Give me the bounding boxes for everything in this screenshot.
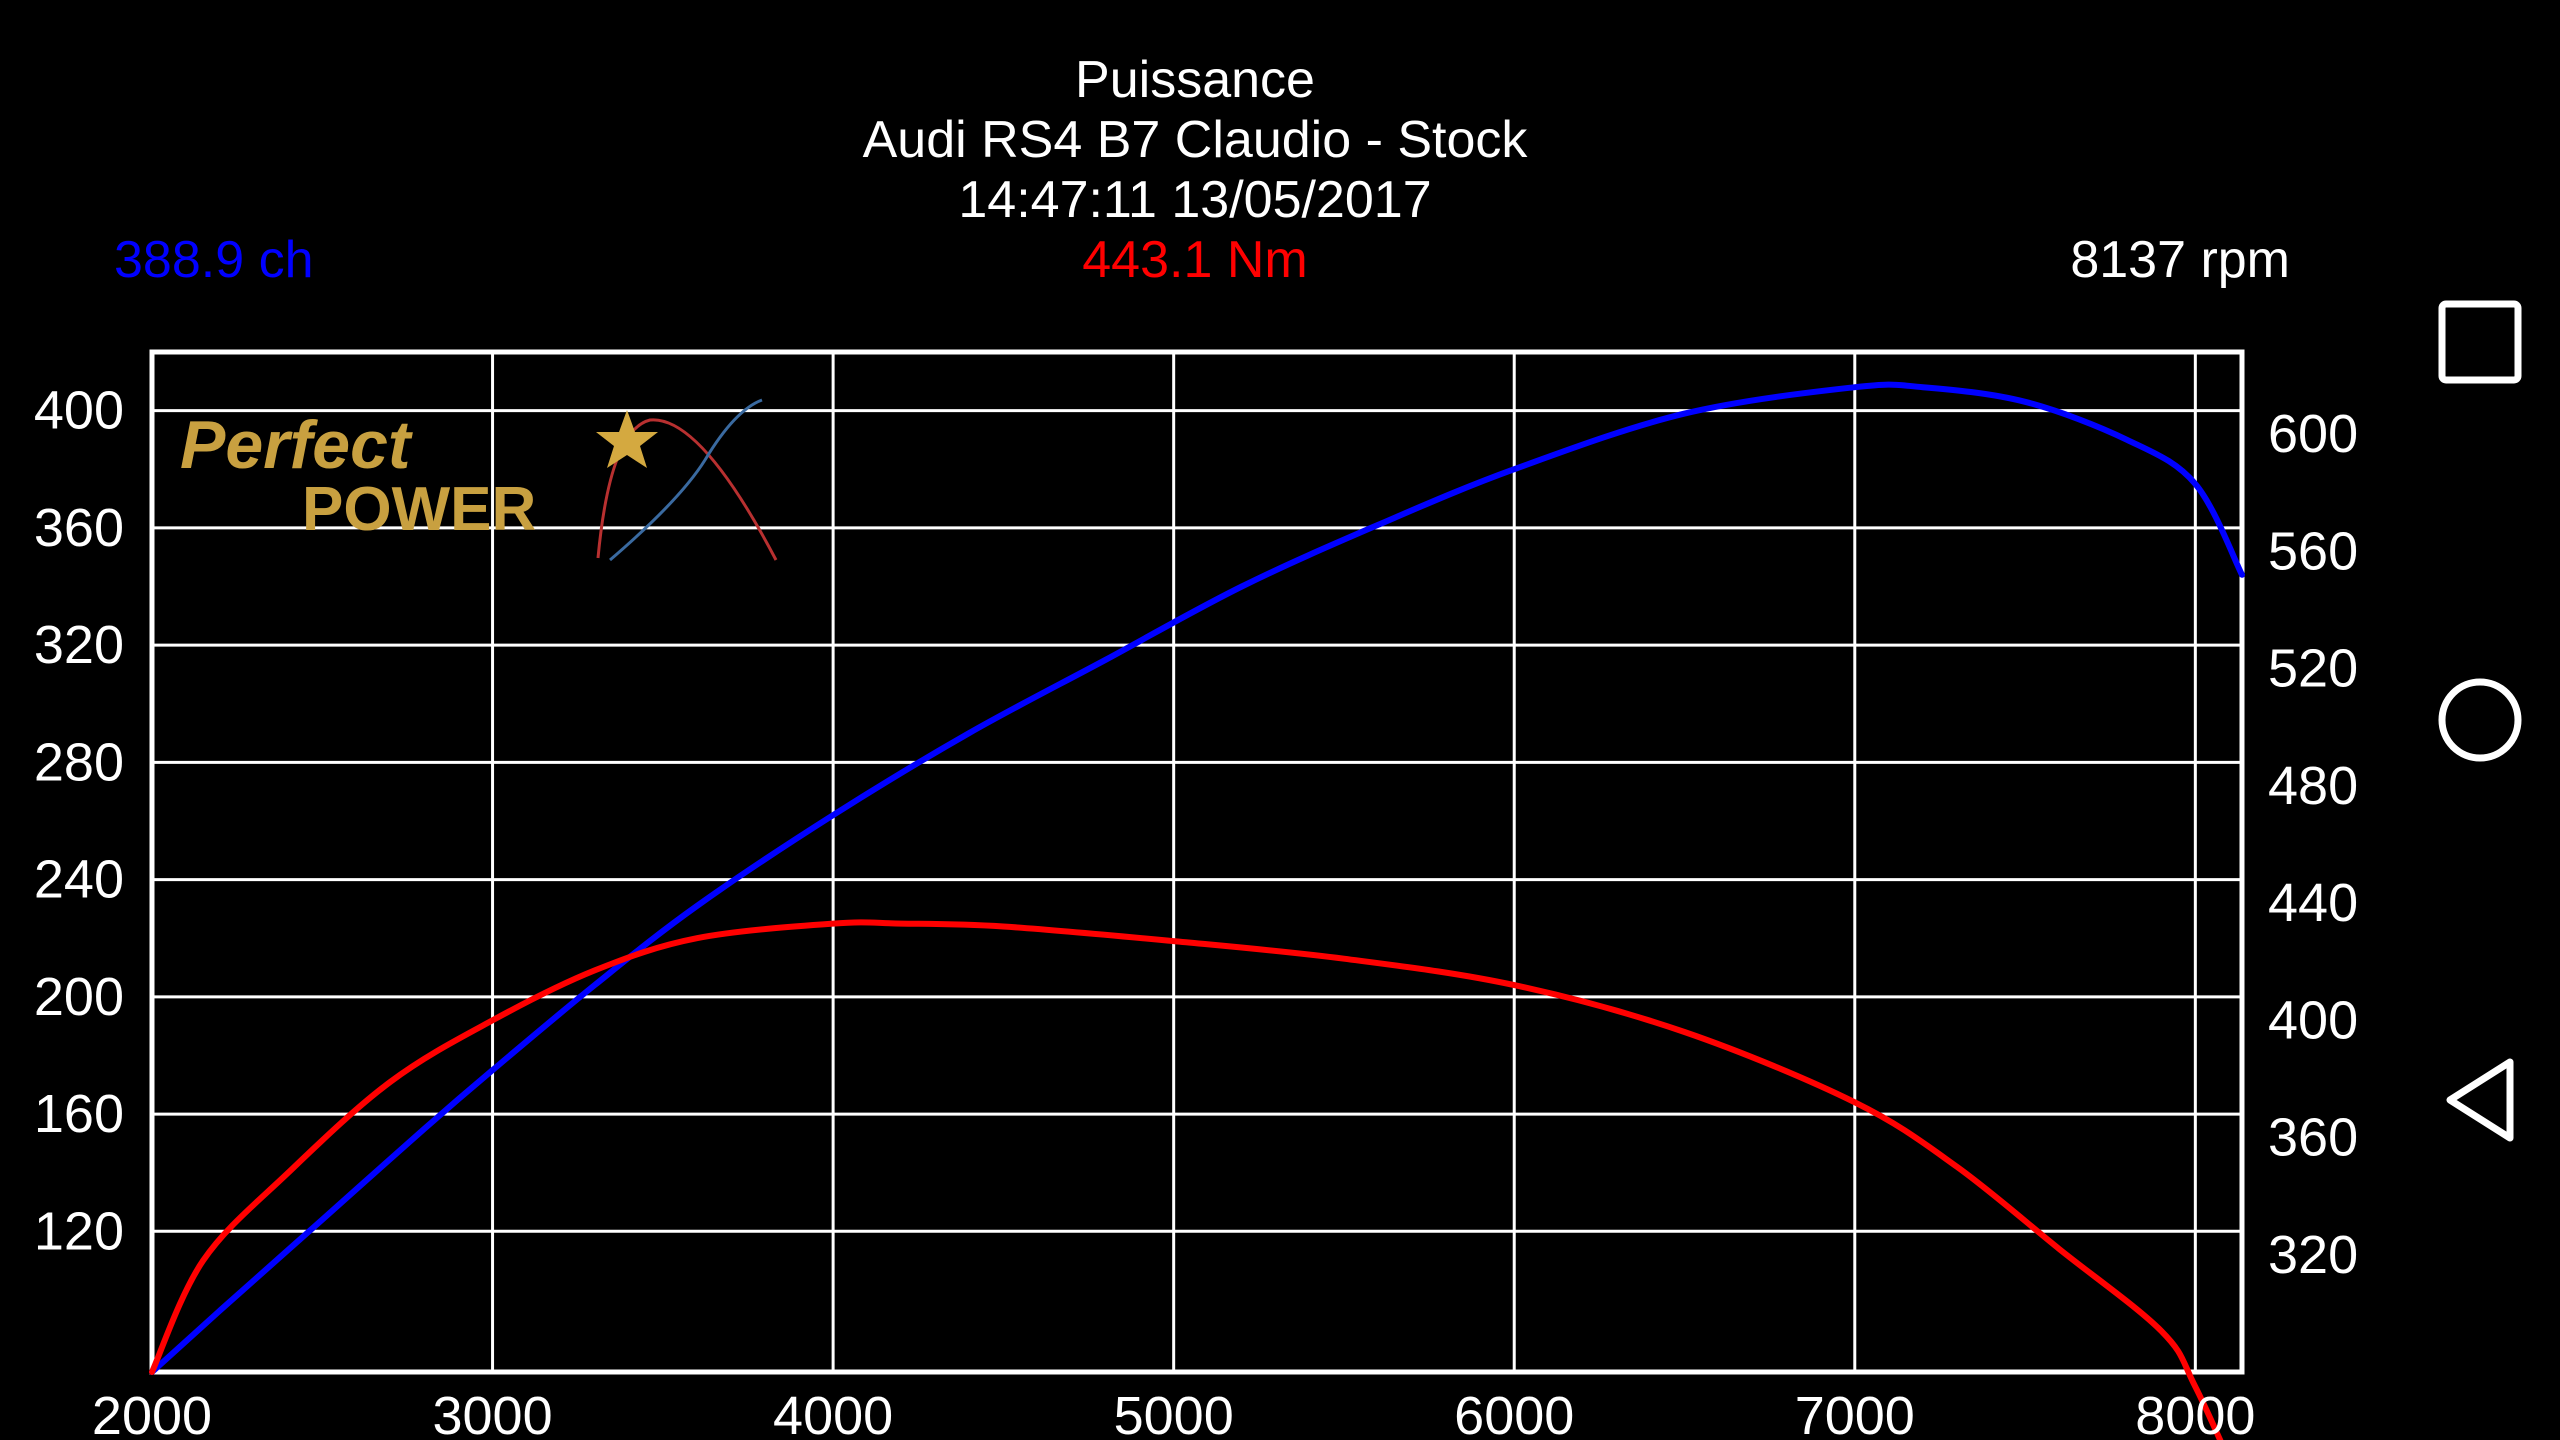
back-button[interactable]: [2400, 1020, 2560, 1180]
y-left-tick-label: 280: [34, 732, 124, 792]
circle-icon: [2438, 678, 2522, 762]
chart-subtitle: Audi RS4 B7 Claudio - Stock: [862, 111, 1528, 169]
logo-text-perfect: Perfect: [180, 407, 413, 483]
x-tick-label: 6000: [1454, 1386, 1574, 1440]
y-left-tick-label: 360: [34, 498, 124, 558]
rpm-readout: 8137 rpm: [2070, 231, 2290, 289]
y-right-tick-label: 320: [2268, 1225, 2358, 1285]
x-tick-label: 5000: [1114, 1386, 1234, 1440]
y-left-tick-label: 160: [34, 1084, 124, 1144]
y-left-tick-label: 400: [34, 381, 124, 441]
y-right-tick-label: 440: [2268, 873, 2358, 933]
chart-grid: [149, 349, 2245, 1375]
power-readout: 388.9 ch: [114, 231, 314, 289]
square-icon: [2438, 300, 2522, 384]
y-right-tick-label: 560: [2268, 521, 2358, 581]
chart-timestamp: 14:47:11 13/05/2017: [958, 171, 1432, 229]
logo-star-icon: [596, 410, 658, 468]
chart-tick-labels: 2000 3000 4000 5000 6000 7000 8000 120 160 200 240…: [34, 381, 2358, 1440]
x-tick-label: 2000: [92, 1386, 212, 1440]
y-left-tick-label: 120: [34, 1201, 124, 1261]
x-tick-label: 7000: [1795, 1386, 1915, 1440]
torque-readout: 443.1 Nm: [1082, 231, 1308, 289]
y-right-tick-label: 600: [2268, 404, 2358, 464]
y-right-tick-label: 520: [2268, 639, 2358, 699]
logo-swoosh-blue: [609, 398, 763, 562]
chart-title: Puissance: [1075, 51, 1315, 109]
triangle-back-icon: [2446, 1058, 2514, 1142]
y-right-tick-label: 400: [2268, 990, 2358, 1050]
power-curve: [149, 381, 2245, 1375]
y-right-tick-label: 480: [2268, 756, 2358, 816]
recents-button[interactable]: [2400, 262, 2560, 422]
y-right-tick-label: 360: [2268, 1108, 2358, 1168]
y-left-tick-label: 240: [34, 850, 124, 910]
x-tick-label: 8000: [2135, 1386, 2255, 1440]
logo-text-power: POWER: [302, 475, 536, 544]
chart-curves: [149, 381, 2245, 1440]
logo-swoosh-red: [596, 418, 778, 561]
plot-frame: [149, 349, 2245, 1375]
y-left-tick-label: 320: [34, 615, 124, 675]
torque-curve: [149, 919, 2224, 1440]
dyno-chart: Perfect POWER 2000 3000 4000 5000 6000 7000 80…: [34, 349, 2358, 1440]
y-left-tick-label: 200: [34, 967, 124, 1027]
home-button[interactable]: [2400, 640, 2560, 800]
x-tick-label: 4000: [773, 1386, 893, 1440]
x-tick-label: 3000: [432, 1386, 552, 1440]
perfect-power-logo: Perfect POWER: [180, 398, 778, 562]
